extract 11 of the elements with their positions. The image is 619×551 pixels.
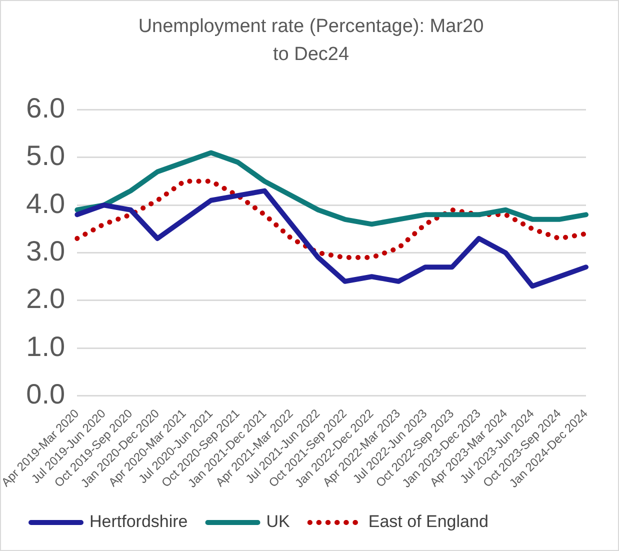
y-tick-label: 0.0 [26, 378, 66, 410]
legend-label: Hertfordshire [90, 512, 188, 532]
y-tick-label: 5.0 [26, 140, 66, 172]
y-tick-label: 1.0 [26, 330, 66, 362]
legend-label: UK [266, 512, 291, 532]
y-tick-label: 4.0 [26, 188, 66, 219]
y-tick-label: 6.0 [26, 92, 66, 124]
chart-title: Unemployment rate (Percentage): Mar20 to Dec24 [137, 15, 485, 67]
y-tick-label: 3.0 [26, 235, 66, 266]
y-tick-label: 2.0 [26, 283, 66, 314]
legend-label: East of England [368, 512, 488, 532]
